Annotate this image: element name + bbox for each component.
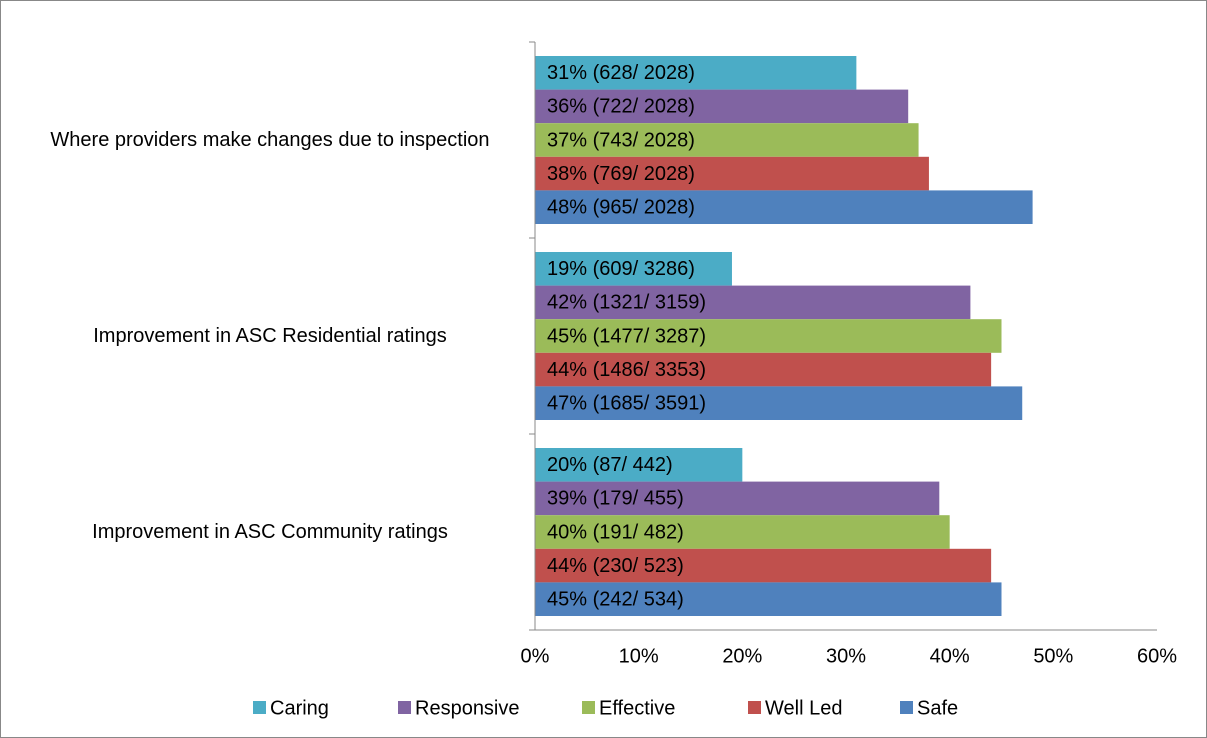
data-label: 48% (965/ 2028) xyxy=(547,196,695,218)
legend-label: Well Led xyxy=(765,697,842,719)
data-label: 44% (1486/ 3353) xyxy=(547,359,706,381)
x-tick-label: 10% xyxy=(619,645,659,667)
bar xyxy=(535,190,1033,224)
data-label: 37% (743/ 2028) xyxy=(547,129,695,151)
x-tick-label: 20% xyxy=(722,645,762,667)
x-tick-label: 50% xyxy=(1033,645,1073,667)
data-label: 42% (1321/ 3159) xyxy=(547,292,706,314)
data-label: 38% (769/ 2028) xyxy=(547,163,695,185)
x-tick-label: 30% xyxy=(826,645,866,667)
x-tick-label: 60% xyxy=(1137,645,1177,667)
bar xyxy=(535,548,992,583)
data-label: 19% (609/ 3286) xyxy=(547,258,695,280)
data-label: 45% (1477/ 3287) xyxy=(547,325,706,347)
legend-label: Responsive xyxy=(415,697,520,719)
category-label: Improvement in ASC Community ratings xyxy=(92,521,448,543)
bar xyxy=(535,123,919,157)
data-label: 40% (191/ 482) xyxy=(547,521,684,543)
bar xyxy=(535,285,971,320)
legend-label: Effective xyxy=(599,697,675,719)
legend-swatch xyxy=(398,701,411,714)
category-label: Improvement in ASC Residential ratings xyxy=(93,325,447,347)
data-label: 47% (1685/ 3591) xyxy=(547,392,706,414)
bar xyxy=(535,56,857,90)
legend-swatch xyxy=(748,701,761,714)
data-label: 31% (628/ 2028) xyxy=(547,62,695,84)
bar xyxy=(535,582,1002,616)
x-tick-label: 40% xyxy=(930,645,970,667)
bar xyxy=(535,156,929,191)
data-label: 45% (242/ 534) xyxy=(547,588,684,610)
category-label: Where providers make changes due to insp… xyxy=(50,129,490,151)
bar xyxy=(535,515,950,549)
legend-swatch xyxy=(582,701,595,714)
legend-swatch xyxy=(253,701,266,714)
legend-swatch xyxy=(900,701,913,714)
bar xyxy=(535,319,1002,353)
legend-label: Safe xyxy=(917,697,958,719)
data-label: 20% (87/ 442) xyxy=(547,454,673,476)
bar xyxy=(535,481,940,516)
legend-label: Caring xyxy=(270,697,329,719)
bar xyxy=(535,386,1023,420)
bar xyxy=(535,89,909,124)
bar xyxy=(535,352,992,387)
bar xyxy=(535,448,743,482)
data-label: 39% (179/ 455) xyxy=(547,488,684,510)
data-label: 44% (230/ 523) xyxy=(547,555,684,577)
data-label: 36% (722/ 2028) xyxy=(547,96,695,118)
bar xyxy=(535,252,732,286)
x-tick-label: 0% xyxy=(521,645,550,667)
